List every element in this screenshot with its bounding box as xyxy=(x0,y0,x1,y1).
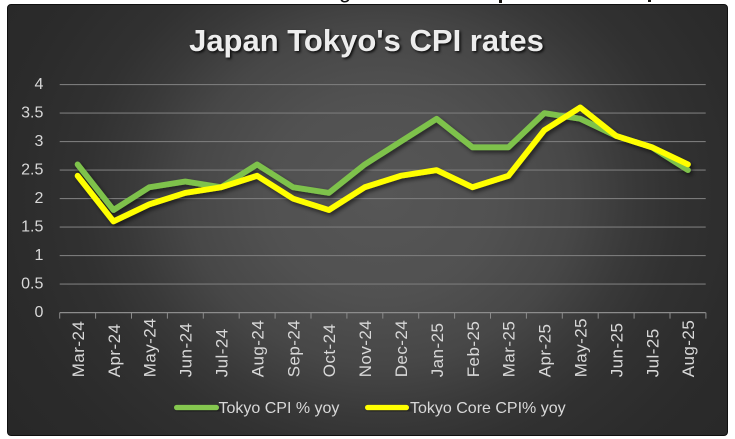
svg-text:Apr-24: Apr-24 xyxy=(105,324,124,378)
svg-text:Jul-24: Jul-24 xyxy=(213,328,232,377)
svg-text:Jul-25: Jul-25 xyxy=(643,328,662,377)
svg-text:May-25: May-25 xyxy=(572,318,591,377)
svg-text:3.5: 3.5 xyxy=(21,105,43,122)
svg-text:Jun-24: Jun-24 xyxy=(177,323,196,378)
svg-text:Nov-24: Nov-24 xyxy=(356,320,375,378)
svg-text:Tokyo CPI % yoy: Tokyo CPI % yoy xyxy=(219,400,340,417)
svg-text:3: 3 xyxy=(34,133,43,150)
svg-text:Aug-24: Aug-24 xyxy=(248,320,267,378)
svg-text:Oct-24: Oct-24 xyxy=(320,324,339,378)
svg-text:Sep-24: Sep-24 xyxy=(284,320,303,378)
svg-text:0: 0 xyxy=(34,304,43,321)
svg-text:Mar-24: Mar-24 xyxy=(69,321,88,378)
svg-text:2: 2 xyxy=(34,190,43,207)
svg-text:Jun-25: Jun-25 xyxy=(607,323,626,378)
svg-text:Jan-25: Jan-25 xyxy=(428,323,447,378)
svg-text:Dec-24: Dec-24 xyxy=(392,320,411,378)
svg-text:4: 4 xyxy=(34,76,43,93)
svg-text:May-24: May-24 xyxy=(141,318,160,377)
svg-text:2.5: 2.5 xyxy=(21,162,43,179)
svg-text:0.5: 0.5 xyxy=(21,276,43,293)
svg-text:Feb-25: Feb-25 xyxy=(464,321,483,378)
svg-text:Tokyo Core CPI% yoy: Tokyo Core CPI% yoy xyxy=(410,400,566,417)
svg-text:1: 1 xyxy=(34,247,43,264)
svg-text:Apr-25: Apr-25 xyxy=(536,324,555,378)
svg-text:Aug-25: Aug-25 xyxy=(679,320,698,378)
svg-text:1.5: 1.5 xyxy=(21,219,43,236)
svg-text:Mar-25: Mar-25 xyxy=(500,321,519,378)
